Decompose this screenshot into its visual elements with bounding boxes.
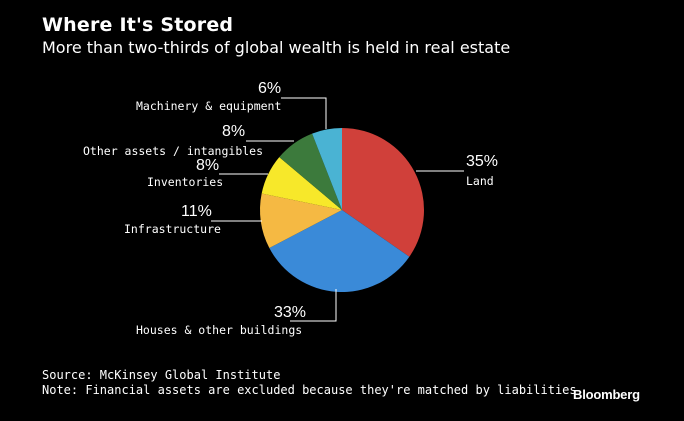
pct-label-land: 35% (466, 153, 498, 170)
leader-line-houses (290, 289, 337, 322)
pct-label-houses: 33% (274, 304, 306, 321)
bloomberg-logo: Bloomberg (573, 387, 640, 402)
pct-label-inventories: 8% (196, 157, 219, 174)
category-label-land: Land (466, 174, 494, 188)
chart-subtitle: More than two-thirds of global wealth is… (42, 38, 511, 57)
leader-line-machinery (281, 97, 327, 129)
category-label-houses: Houses & other buildings (136, 323, 302, 337)
pie-slice-land (342, 128, 424, 257)
source-note: Source: McKinsey Global Institute (42, 368, 281, 382)
category-label-machinery: Machinery & equipment (136, 99, 281, 113)
chart-title: Where It's Stored (42, 14, 234, 36)
pie-slice-infrastructure (260, 193, 342, 249)
category-label-other-assets: Other assets / intangibles (83, 144, 263, 158)
pct-label-infrastructure: 11% (181, 203, 212, 220)
pie-slice-inventories (261, 157, 342, 210)
pct-label-machinery: 6% (258, 80, 281, 97)
pie-slice-houses (269, 210, 410, 292)
category-label-inventories: Inventories (147, 175, 223, 189)
category-label-infrastructure: Infrastructure (124, 222, 221, 236)
pct-label-other-assets: 8% (222, 123, 245, 140)
pie-slice-machinery (312, 128, 342, 210)
footnote: Note: Financial assets are excluded beca… (42, 383, 577, 397)
pie-slice-other-assets (279, 133, 342, 210)
